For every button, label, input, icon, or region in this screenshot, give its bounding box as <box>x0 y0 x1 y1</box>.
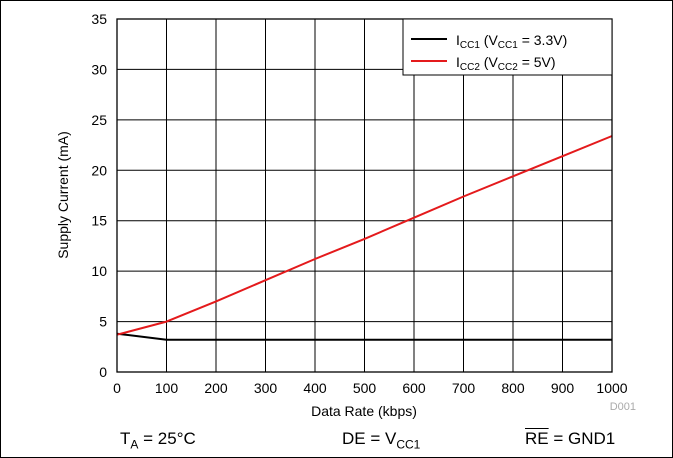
legend-box <box>402 18 613 76</box>
x-tick-label: 600 <box>402 380 426 396</box>
y-tick-label: 15 <box>91 213 107 229</box>
plot-border <box>116 18 613 373</box>
legend-label-icc2: ICC2 (VCC2 = 5V) <box>456 54 556 73</box>
x-axis-label: Data Rate (kbps) <box>311 403 417 419</box>
x-tick-label: 1000 <box>596 380 627 396</box>
condition-re: RE = GND1 <box>525 429 616 448</box>
y-tick-label: 10 <box>91 263 107 279</box>
x-tick-label: 400 <box>303 380 327 396</box>
x-tick-label: 900 <box>551 380 575 396</box>
y-tick-label: 35 <box>91 11 107 27</box>
series-layer <box>116 135 613 341</box>
y-tick-label: 30 <box>91 61 107 77</box>
x-tick-label: 0 <box>113 380 121 396</box>
y-tick-label: 0 <box>99 364 107 380</box>
x-tick-label: 700 <box>452 380 476 396</box>
y-tick-label: 5 <box>99 314 107 330</box>
tick-labels: 0 100 200 300 400 500 600 700 800 900 1000 0 5 10 15 20… <box>91 11 627 396</box>
x-tick-label: 100 <box>155 380 179 396</box>
series-line-icc1 <box>116 332 612 341</box>
legend: ICC1 (VCC1 = 3.3V) ICC2 (VCC2 = 5V) <box>402 18 613 76</box>
x-tick-label: 200 <box>204 380 228 396</box>
x-tick-label: 500 <box>353 380 377 396</box>
legend-label-icc1: ICC1 (VCC1 = 3.3V) <box>456 32 567 51</box>
x-tick-label: 800 <box>501 380 525 396</box>
re-overline-label: RE <box>525 429 549 448</box>
y-tick-label: 25 <box>91 112 107 128</box>
figure-id: D001 <box>610 401 636 413</box>
condition-ta: TA = 25°C <box>120 429 196 452</box>
supply-current-chart: 0 100 200 300 400 500 600 700 800 900 1000 0 5 10 15 20… <box>55 11 636 419</box>
x-tick-label: 300 <box>254 380 278 396</box>
condition-de: DE = VCC1 <box>342 429 421 452</box>
y-axis-label: Supply Current (mA) <box>55 131 71 259</box>
y-tick-label: 20 <box>91 162 107 178</box>
series-line-icc2 <box>116 135 613 336</box>
